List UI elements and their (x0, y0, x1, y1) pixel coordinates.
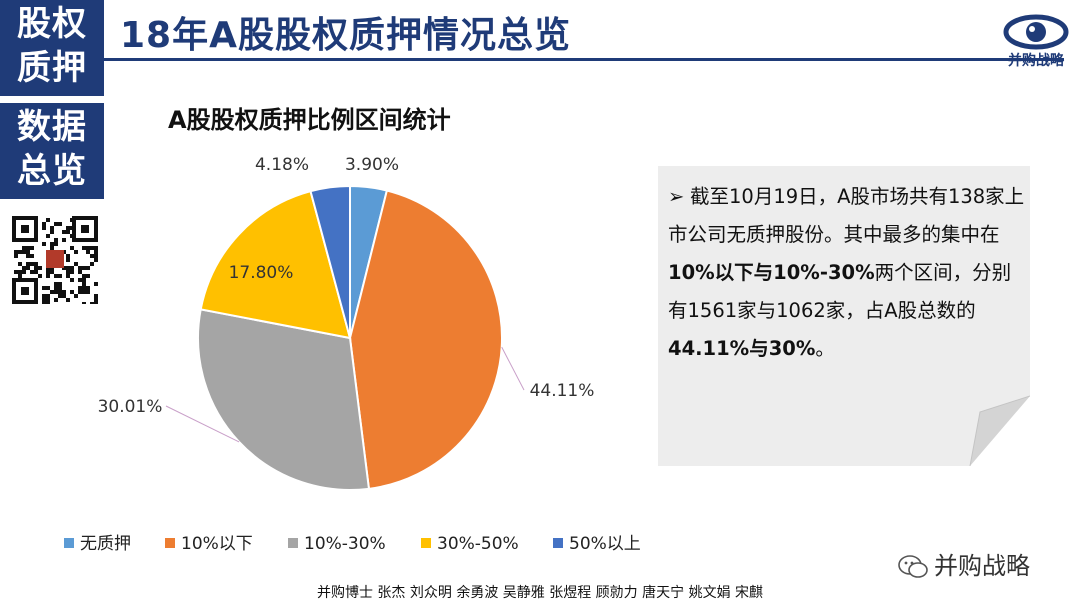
wechat-watermark: 并购战略 (898, 546, 1030, 581)
note-part2: 两个区间，分别有1561家与1062家，占A股总数的 (668, 261, 1012, 322)
sidebar-bottom-line2: 总览 (17, 151, 87, 191)
legend-label-1: 10%以下 (181, 534, 253, 554)
wechat-label: 并购战略 (934, 552, 1030, 580)
legend-swatch-3 (421, 538, 431, 548)
pie-label-1: 44.11% (530, 381, 595, 401)
note-bold1: 10%以下与10%-30% (668, 261, 875, 284)
sidebar-top-line1: 股权 (17, 4, 87, 44)
pie-label-0: 3.90% (345, 155, 399, 175)
note-part1: 截至10月19日，A股市场共有138家上市公司无质押股份。其中最多的集中在 (668, 185, 1025, 246)
page-title: 18年A股股权质押情况总览 (120, 15, 571, 56)
logo-text: 并购战略 (1008, 53, 1064, 69)
chart-title: A股股权质押比例区间统计 (168, 106, 451, 134)
sidebar-section-overview: 数据 总览 (0, 103, 104, 199)
pie-leader-line-1 (501, 346, 525, 391)
note-part3: 。 (815, 337, 835, 360)
legend-label-4: 50%以上 (569, 534, 641, 554)
pie-label-2: 30.01% (98, 397, 163, 417)
note-card (658, 166, 1030, 466)
legend-swatch-4 (553, 538, 563, 548)
title-divider (104, 58, 1064, 61)
qr-code (12, 216, 98, 304)
sidebar-section-pledge: 股权 质押 (0, 0, 104, 96)
pie-label-3: 17.80% (229, 263, 294, 283)
pie-slice-3 (199, 189, 352, 340)
wechat-icon (898, 555, 928, 578)
legend-label-3: 30%-50% (437, 534, 519, 554)
legend-label-2: 10%-30% (304, 534, 386, 554)
sidebar-bottom-line1: 数据 (17, 107, 87, 147)
note-bold2: 44.11%与30% (668, 337, 816, 360)
pie-slice-4 (309, 184, 351, 339)
legend-swatch-1 (165, 538, 175, 548)
sidebar-top-line2: 质押 (17, 48, 87, 88)
pie-leader-line-2 (165, 405, 240, 443)
footer-credits: 并购博士 张杰 刘众明 余勇波 吴静雅 张煜程 顾勍力 唐天宁 姚文娟 宋麒 (316, 585, 764, 601)
legend-label-0: 无质押 (80, 534, 131, 554)
summary-note: ➢ 截至10月19日，A股市场共有138家上市公司无质押股份。其中最多的集中在 10… (668, 178, 1026, 368)
eye-logo-icon (1003, 14, 1069, 50)
legend-swatch-2 (288, 538, 298, 548)
legend-swatch-0 (64, 538, 74, 548)
bullet-arrow-icon: ➢ (668, 185, 685, 208)
pie-slice-1 (348, 189, 503, 490)
pie-label-4: 4.18% (255, 155, 309, 175)
